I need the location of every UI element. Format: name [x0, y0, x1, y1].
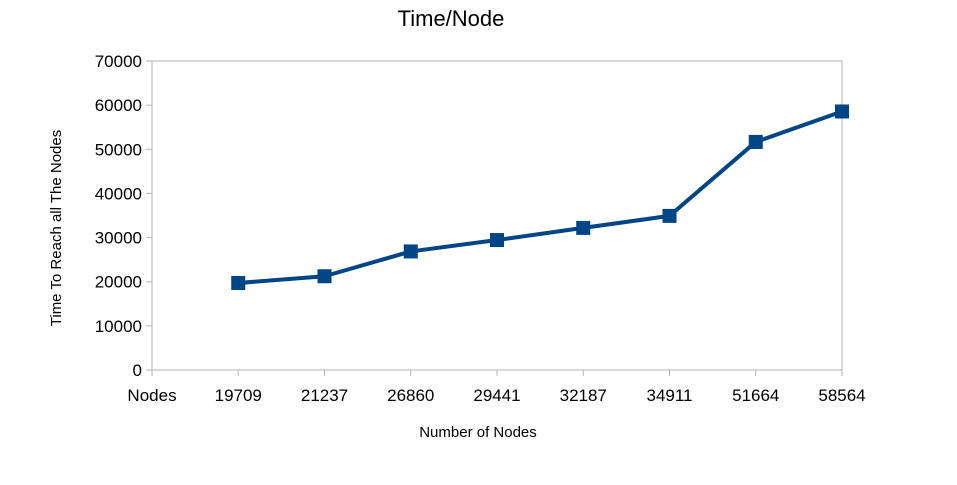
- y-tick-label: 70000: [95, 52, 142, 71]
- x-tick-label: 21237: [301, 386, 348, 405]
- x-tick-label: 29441: [473, 386, 520, 405]
- data-point-marker: [490, 233, 504, 248]
- y-tick-label: 0: [133, 361, 142, 380]
- data-point-marker: [835, 104, 849, 119]
- data-point-marker: [403, 244, 418, 259]
- data-point-marker: [317, 269, 332, 284]
- chart-title: Time/Node: [398, 6, 505, 31]
- x-tick-label: 19709: [215, 386, 262, 405]
- x-tick-label: Nodes: [127, 386, 176, 405]
- y-tick-label: 40000: [95, 184, 142, 203]
- x-tick-label: 58564: [818, 386, 865, 405]
- y-tick-label: 30000: [95, 229, 142, 248]
- x-axis-title: Number of Nodes: [419, 424, 537, 441]
- y-tick-label: 50000: [95, 140, 142, 159]
- data-point-marker: [576, 220, 591, 235]
- x-tick-label: 32187: [560, 386, 607, 405]
- y-tick-label: 60000: [95, 96, 142, 115]
- series-line-group: [231, 104, 849, 290]
- data-point-marker: [662, 208, 677, 223]
- y-axis-title: Time To Reach all The Nodes: [48, 130, 65, 327]
- x-tick-label: 34911: [646, 386, 692, 405]
- data-point-marker: [231, 275, 246, 290]
- y-tick-label: 10000: [95, 317, 142, 336]
- y-tick-label: 20000: [95, 273, 142, 292]
- x-tick-label: 26860: [387, 386, 434, 405]
- data-point-marker: [748, 134, 763, 149]
- x-tick-label: 51664: [732, 386, 779, 405]
- series-line: [236, 109, 844, 285]
- y-axis: 0 10000 20000 30000 40000 50000 60000 70000: [95, 52, 152, 380]
- x-axis: Nodes 19709 21237 26860 29441 32187 34911 51664…: [127, 370, 866, 405]
- plot-area: [151, 60, 843, 371]
